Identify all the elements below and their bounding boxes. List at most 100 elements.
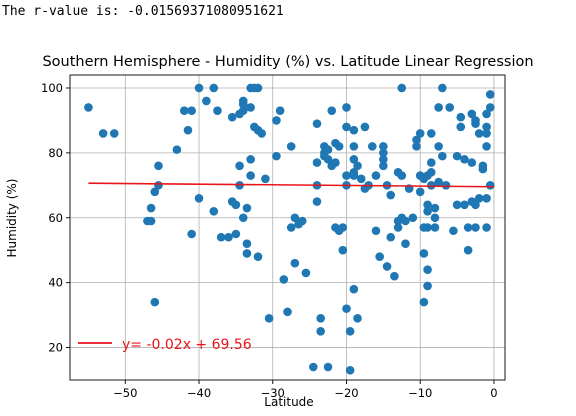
data-point xyxy=(412,142,421,151)
data-point xyxy=(485,90,495,99)
data-point xyxy=(334,142,344,151)
y-tick-label: 100 xyxy=(41,81,63,95)
data-point xyxy=(426,168,436,177)
data-point xyxy=(423,206,432,216)
data-point xyxy=(438,151,447,161)
axis-ticks: −50 −40 −30 −20 −10 0 20 40 60 80 100 xyxy=(41,81,498,400)
data-point xyxy=(367,142,377,151)
data-point xyxy=(172,145,182,154)
data-point xyxy=(456,122,466,132)
data-point xyxy=(146,216,156,226)
data-point xyxy=(246,155,255,164)
data-point xyxy=(482,223,491,232)
data-point xyxy=(449,226,458,236)
data-point xyxy=(434,103,443,112)
data-point xyxy=(209,206,219,216)
data-point xyxy=(415,187,425,197)
data-point xyxy=(272,116,281,125)
y-tick-label: 60 xyxy=(48,211,63,225)
data-point xyxy=(485,103,495,112)
data-point xyxy=(419,249,429,258)
data-point xyxy=(360,122,370,132)
data-point xyxy=(231,229,241,239)
data-point xyxy=(386,190,396,200)
data-point xyxy=(323,362,333,372)
data-point xyxy=(342,122,351,132)
data-point xyxy=(109,129,119,138)
data-point xyxy=(275,106,285,115)
data-point xyxy=(283,307,292,317)
data-point xyxy=(345,327,355,336)
data-point xyxy=(452,151,462,161)
data-point xyxy=(349,155,359,164)
data-point xyxy=(286,223,296,232)
data-point xyxy=(235,161,244,171)
data-point xyxy=(290,213,300,223)
data-point xyxy=(342,171,351,180)
y-tick-label: 80 xyxy=(48,146,63,160)
data-point xyxy=(438,83,447,93)
data-point xyxy=(242,239,252,249)
data-point xyxy=(264,314,274,323)
data-point xyxy=(224,232,233,242)
data-point xyxy=(419,297,429,307)
data-point xyxy=(342,304,351,313)
data-point xyxy=(467,109,477,119)
x-tick-label: −30 xyxy=(261,386,285,400)
x-tick-label: 0 xyxy=(490,386,497,400)
data-point xyxy=(390,271,399,281)
data-point xyxy=(485,181,495,190)
data-point xyxy=(386,232,396,242)
data-point xyxy=(349,284,359,294)
y-axis-label: Humidity (%) xyxy=(5,179,19,258)
data-point xyxy=(238,106,248,115)
data-point xyxy=(202,96,211,106)
data-point xyxy=(467,158,477,167)
data-point xyxy=(460,200,469,210)
data-point xyxy=(312,158,322,167)
data-point xyxy=(154,161,163,171)
data-point xyxy=(371,171,381,180)
data-point xyxy=(246,103,255,112)
chart-title: Southern Hemisphere - Humidity (%) vs. L… xyxy=(42,54,533,70)
data-point xyxy=(227,112,237,122)
data-point xyxy=(401,239,410,249)
data-point xyxy=(187,106,196,115)
data-point xyxy=(98,129,108,138)
data-point xyxy=(471,116,480,125)
data-point xyxy=(349,125,359,135)
data-point xyxy=(146,203,156,213)
data-point xyxy=(379,155,388,164)
data-point xyxy=(312,119,322,128)
data-point xyxy=(445,103,455,112)
data-point xyxy=(338,223,348,232)
data-point xyxy=(482,109,491,119)
data-point xyxy=(345,365,355,375)
data-point xyxy=(194,193,204,203)
data-point xyxy=(342,103,351,112)
data-point xyxy=(309,362,318,372)
data-point xyxy=(397,83,407,93)
data-point xyxy=(216,232,226,242)
data-point xyxy=(423,265,432,274)
data-point xyxy=(471,223,480,232)
data-point xyxy=(482,122,491,132)
legend-equation: y= -0.02x + 69.56 xyxy=(122,337,252,353)
data-point xyxy=(242,203,252,213)
data-point xyxy=(349,171,359,180)
y-tick-label: 40 xyxy=(48,276,63,290)
data-point xyxy=(331,158,340,167)
data-point xyxy=(323,155,333,164)
data-point xyxy=(375,252,384,262)
data-point xyxy=(253,83,263,93)
data-point xyxy=(482,193,491,203)
data-point xyxy=(434,142,443,151)
data-point xyxy=(353,161,362,171)
data-point xyxy=(257,129,266,138)
data-point xyxy=(316,327,325,336)
r-value-output: The r-value is: -0.01569371080951621 xyxy=(2,4,284,19)
x-tick-label: −20 xyxy=(334,386,358,400)
data-point xyxy=(430,203,440,213)
x-tick-label: −40 xyxy=(187,386,211,400)
